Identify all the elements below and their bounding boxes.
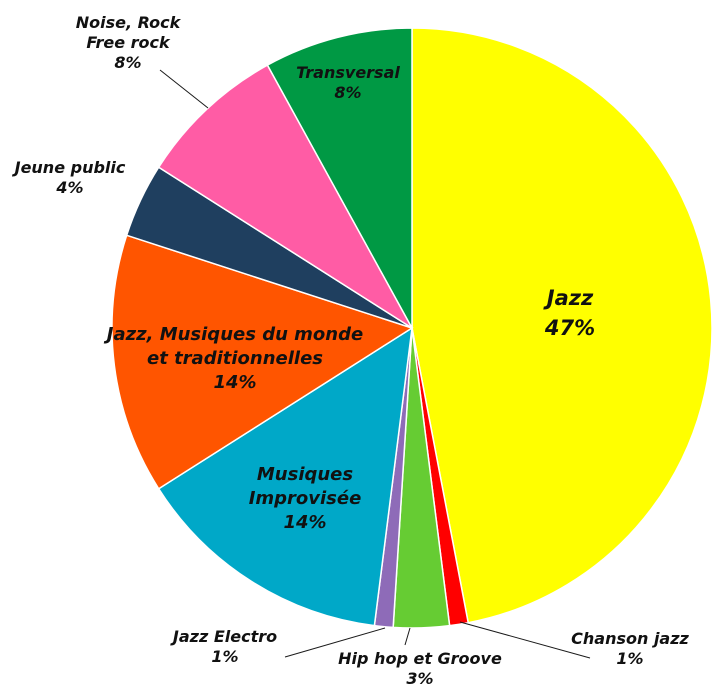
slice-musiques-improvis-e (157, 326, 413, 627)
slice-label-transversal: Transversal 8% (296, 63, 400, 102)
percent-label: 14% (283, 512, 326, 533)
leader-line-noise-rock-free-rock (159, 69, 209, 109)
pie-slices (111, 27, 712, 629)
slice-jazz (411, 27, 712, 624)
percent-label: 1% (616, 649, 643, 668)
slice-label-chanson-jazz: Chanson jazz 1% (571, 629, 689, 668)
slice-transversal (266, 27, 413, 329)
percent-label: 47% (544, 316, 595, 340)
slice-jazz-musiques-du-monde-et-traditionnelles (111, 234, 414, 490)
label-line: Hip hop et Groove (338, 649, 502, 668)
percent-label: 14% (213, 372, 256, 393)
label-line: Chanson jazz (571, 629, 689, 648)
slice-label-jazz-electro: Jazz Electro 1% (170, 627, 277, 666)
label-line: Musiques (257, 464, 354, 485)
percent-label: 8% (114, 53, 141, 72)
label-line: Transversal (296, 63, 400, 82)
percent-label: 1% (211, 647, 238, 666)
leader-line-chanson-jazz (459, 621, 591, 659)
label-line: et traditionnelles (147, 348, 323, 369)
slice-label-noise-rock-free-rock: Noise, Rock Free rock 8% (76, 13, 182, 72)
slice-label-jeune-public: Jeune public 4% (12, 158, 126, 197)
leader-line-hip-hop-et-groove (404, 627, 411, 646)
slice-label-hip-hop-et-groove: Hip hop et Groove 3% (338, 649, 502, 684)
percent-label: 3% (406, 669, 433, 684)
label-line: Free rock (86, 33, 171, 52)
label-line: Jazz Electro (170, 627, 277, 646)
percent-label: 8% (334, 83, 361, 102)
percent-label: 4% (55, 178, 83, 197)
slice-noise-rock-free-rock (157, 64, 413, 329)
slice-label-jazz: Jazz 47% (543, 286, 595, 340)
leader-line-jazz-electro (284, 627, 386, 658)
label-line: Jazz (543, 286, 594, 310)
label-line: Jeune public (12, 158, 126, 177)
leader-lines (159, 69, 591, 659)
slice-label-musiques-improvis-e: Musiques Improvisée 14% (249, 464, 362, 533)
label-line: Noise, Rock (76, 13, 182, 32)
label-line: Jazz, Musiques du monde (104, 324, 363, 345)
slice-labels: Jazz 47%Chanson jazz 1%Hip hop et Groove 3%… (12, 13, 690, 684)
label-line: Improvisée (249, 488, 362, 509)
slice-label-jazz-musiques-du-monde-et-traditionnelles: Jazz, Musiques du monde et traditionnelle… (104, 324, 363, 393)
